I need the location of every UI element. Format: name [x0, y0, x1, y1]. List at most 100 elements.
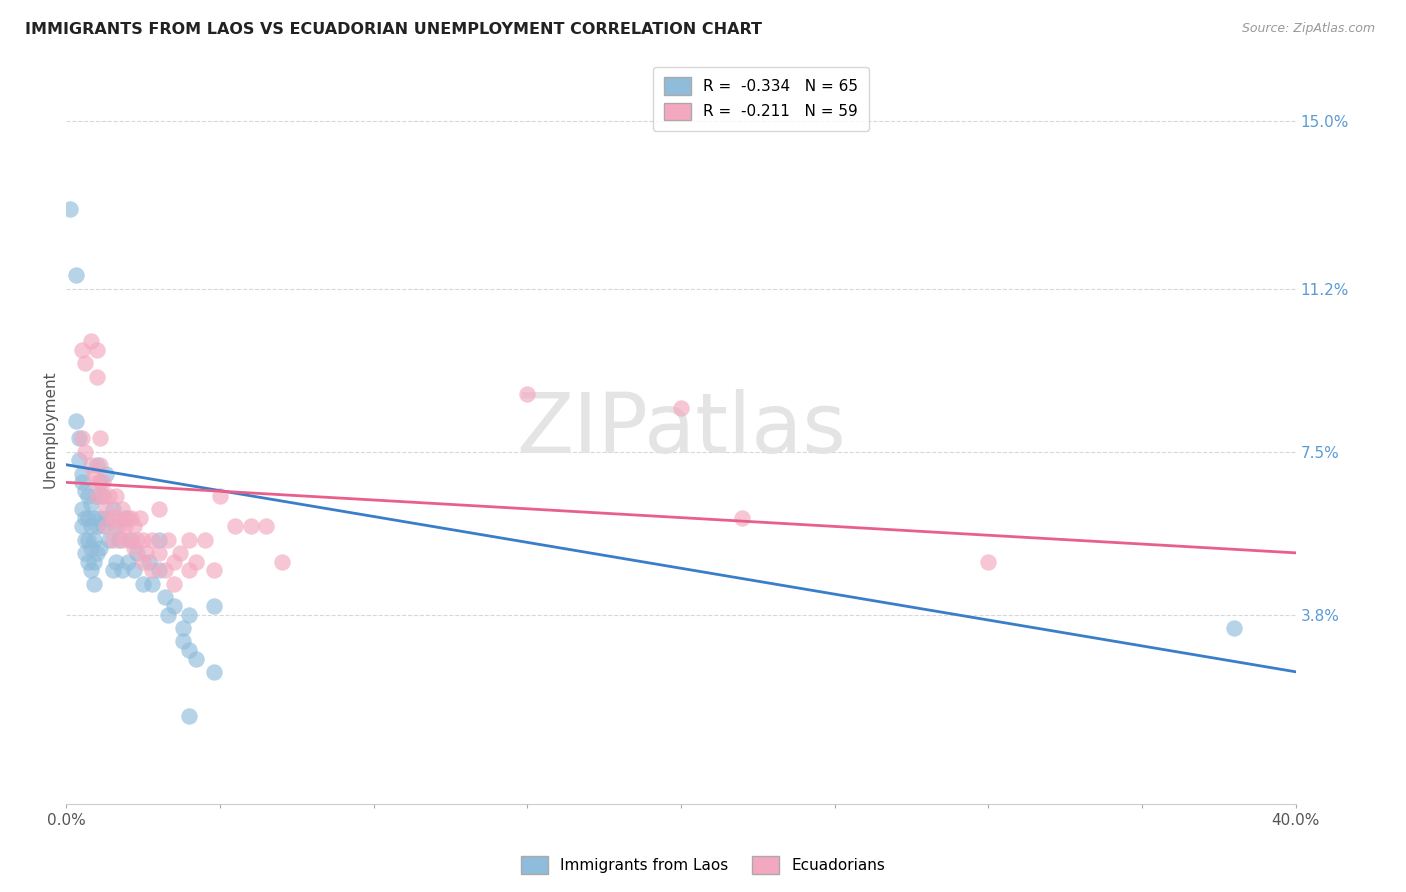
Point	[58, 202, 80, 217]
Point	[73, 510, 96, 524]
Point	[104, 489, 127, 503]
Point	[194, 533, 217, 547]
Point	[148, 533, 170, 547]
Point	[163, 599, 186, 613]
Point	[153, 564, 176, 578]
Point	[270, 555, 292, 569]
Point	[107, 519, 129, 533]
Point	[86, 546, 108, 560]
Point	[89, 510, 111, 524]
Point	[70, 431, 93, 445]
Point	[141, 533, 163, 547]
Point	[202, 665, 225, 679]
Point	[73, 356, 96, 370]
Point	[73, 444, 96, 458]
Point	[86, 343, 108, 358]
Point	[70, 475, 93, 490]
Point	[80, 541, 103, 556]
Point	[80, 458, 103, 472]
Point	[111, 501, 134, 516]
Point	[184, 651, 207, 665]
Point	[156, 533, 179, 547]
Point	[132, 576, 155, 591]
Point	[91, 489, 114, 503]
Point	[104, 510, 127, 524]
Point	[77, 533, 100, 547]
Point	[127, 533, 149, 547]
Point	[80, 497, 103, 511]
Point	[91, 489, 114, 503]
Point	[86, 489, 108, 503]
Point	[122, 519, 145, 533]
Point	[101, 501, 124, 516]
Point	[163, 576, 186, 591]
Point	[135, 546, 157, 560]
Point	[104, 555, 127, 569]
Point	[148, 546, 170, 560]
Point	[98, 533, 121, 547]
Point	[1223, 621, 1246, 635]
Point	[120, 510, 142, 524]
Point	[80, 564, 103, 578]
Point	[184, 555, 207, 569]
Point	[77, 489, 100, 503]
Point	[224, 519, 246, 533]
Legend: R =  -0.334   N = 65, R =  -0.211   N = 59: R = -0.334 N = 65, R = -0.211 N = 59	[652, 67, 869, 131]
Point	[179, 708, 201, 723]
Point	[67, 453, 90, 467]
Point	[73, 546, 96, 560]
Point	[122, 564, 145, 578]
Point	[98, 489, 121, 503]
Point	[96, 510, 118, 524]
Point	[86, 458, 108, 472]
Point	[111, 533, 134, 547]
Point	[65, 268, 87, 283]
Point	[141, 564, 163, 578]
Point	[73, 484, 96, 499]
Point	[89, 431, 111, 445]
Point	[73, 533, 96, 547]
Point	[202, 564, 225, 578]
Point	[141, 576, 163, 591]
Point	[89, 475, 111, 490]
Point	[96, 501, 118, 516]
Point	[86, 519, 108, 533]
Point	[132, 533, 155, 547]
Point	[83, 533, 105, 547]
Point	[86, 475, 108, 490]
Point	[120, 533, 142, 547]
Point	[117, 555, 139, 569]
Point	[114, 510, 136, 524]
Point	[977, 555, 1000, 569]
Point	[132, 555, 155, 569]
Point	[127, 546, 149, 560]
Point	[67, 431, 90, 445]
Point	[86, 489, 108, 503]
Point	[83, 510, 105, 524]
Point	[156, 607, 179, 622]
Point	[114, 519, 136, 533]
Point	[107, 533, 129, 547]
Point	[179, 564, 201, 578]
Y-axis label: Unemployment: Unemployment	[44, 371, 58, 488]
Point	[80, 519, 103, 533]
Point	[239, 519, 262, 533]
Point	[101, 564, 124, 578]
Point	[70, 467, 93, 481]
Point	[101, 510, 124, 524]
Point	[148, 501, 170, 516]
Point	[163, 555, 186, 569]
Point	[83, 467, 105, 481]
Point	[83, 555, 105, 569]
Point	[91, 519, 114, 533]
Point	[96, 467, 118, 481]
Point	[77, 510, 100, 524]
Point	[70, 343, 93, 358]
Point	[129, 510, 152, 524]
Point	[254, 519, 277, 533]
Point	[70, 519, 93, 533]
Point	[731, 510, 754, 524]
Point	[172, 634, 194, 648]
Point	[89, 541, 111, 556]
Point	[209, 489, 232, 503]
